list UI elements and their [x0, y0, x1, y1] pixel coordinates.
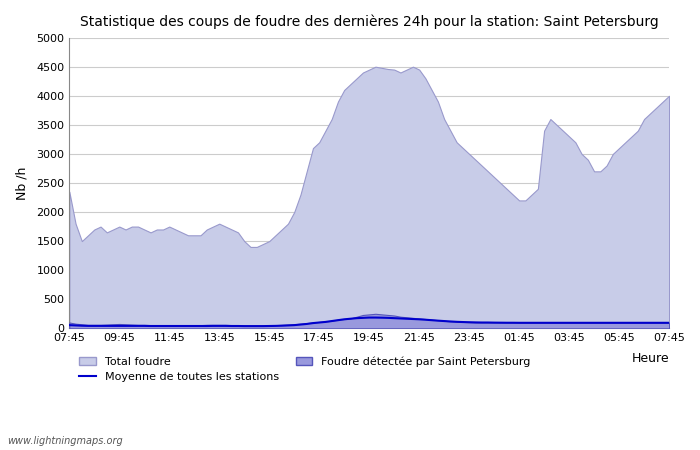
X-axis label: Heure: Heure	[631, 351, 669, 364]
Legend: Total foudre, Moyenne de toutes les stations, Foudre détectée par Saint Petersbu: Total foudre, Moyenne de toutes les stat…	[75, 352, 535, 387]
Line: Moyenne de toutes les stations: Moyenne de toutes les stations	[69, 318, 669, 326]
Moyenne de toutes les stations	[109, 323, 118, 328]
Moyenne de toutes les stations	[377, 315, 386, 320]
Moyenne de toutes les stations	[665, 320, 673, 325]
Y-axis label: Nb /h: Nb /h	[15, 166, 28, 200]
Moyenne de toutes les stations	[240, 324, 248, 329]
Moyenne de toutes les stations	[65, 323, 74, 328]
Moyenne de toutes les stations	[540, 320, 548, 325]
Moyenne de toutes les stations	[365, 315, 373, 320]
Title: Statistique des coups de foudre des dernières 24h pour la station: Saint Petersb: Statistique des coups de foudre des dern…	[80, 15, 659, 30]
Moyenne de toutes les stations	[221, 323, 230, 328]
Moyenne de toutes les stations	[421, 317, 430, 322]
Text: www.lightningmaps.org: www.lightningmaps.org	[7, 436, 122, 446]
Moyenne de toutes les stations	[84, 323, 92, 328]
